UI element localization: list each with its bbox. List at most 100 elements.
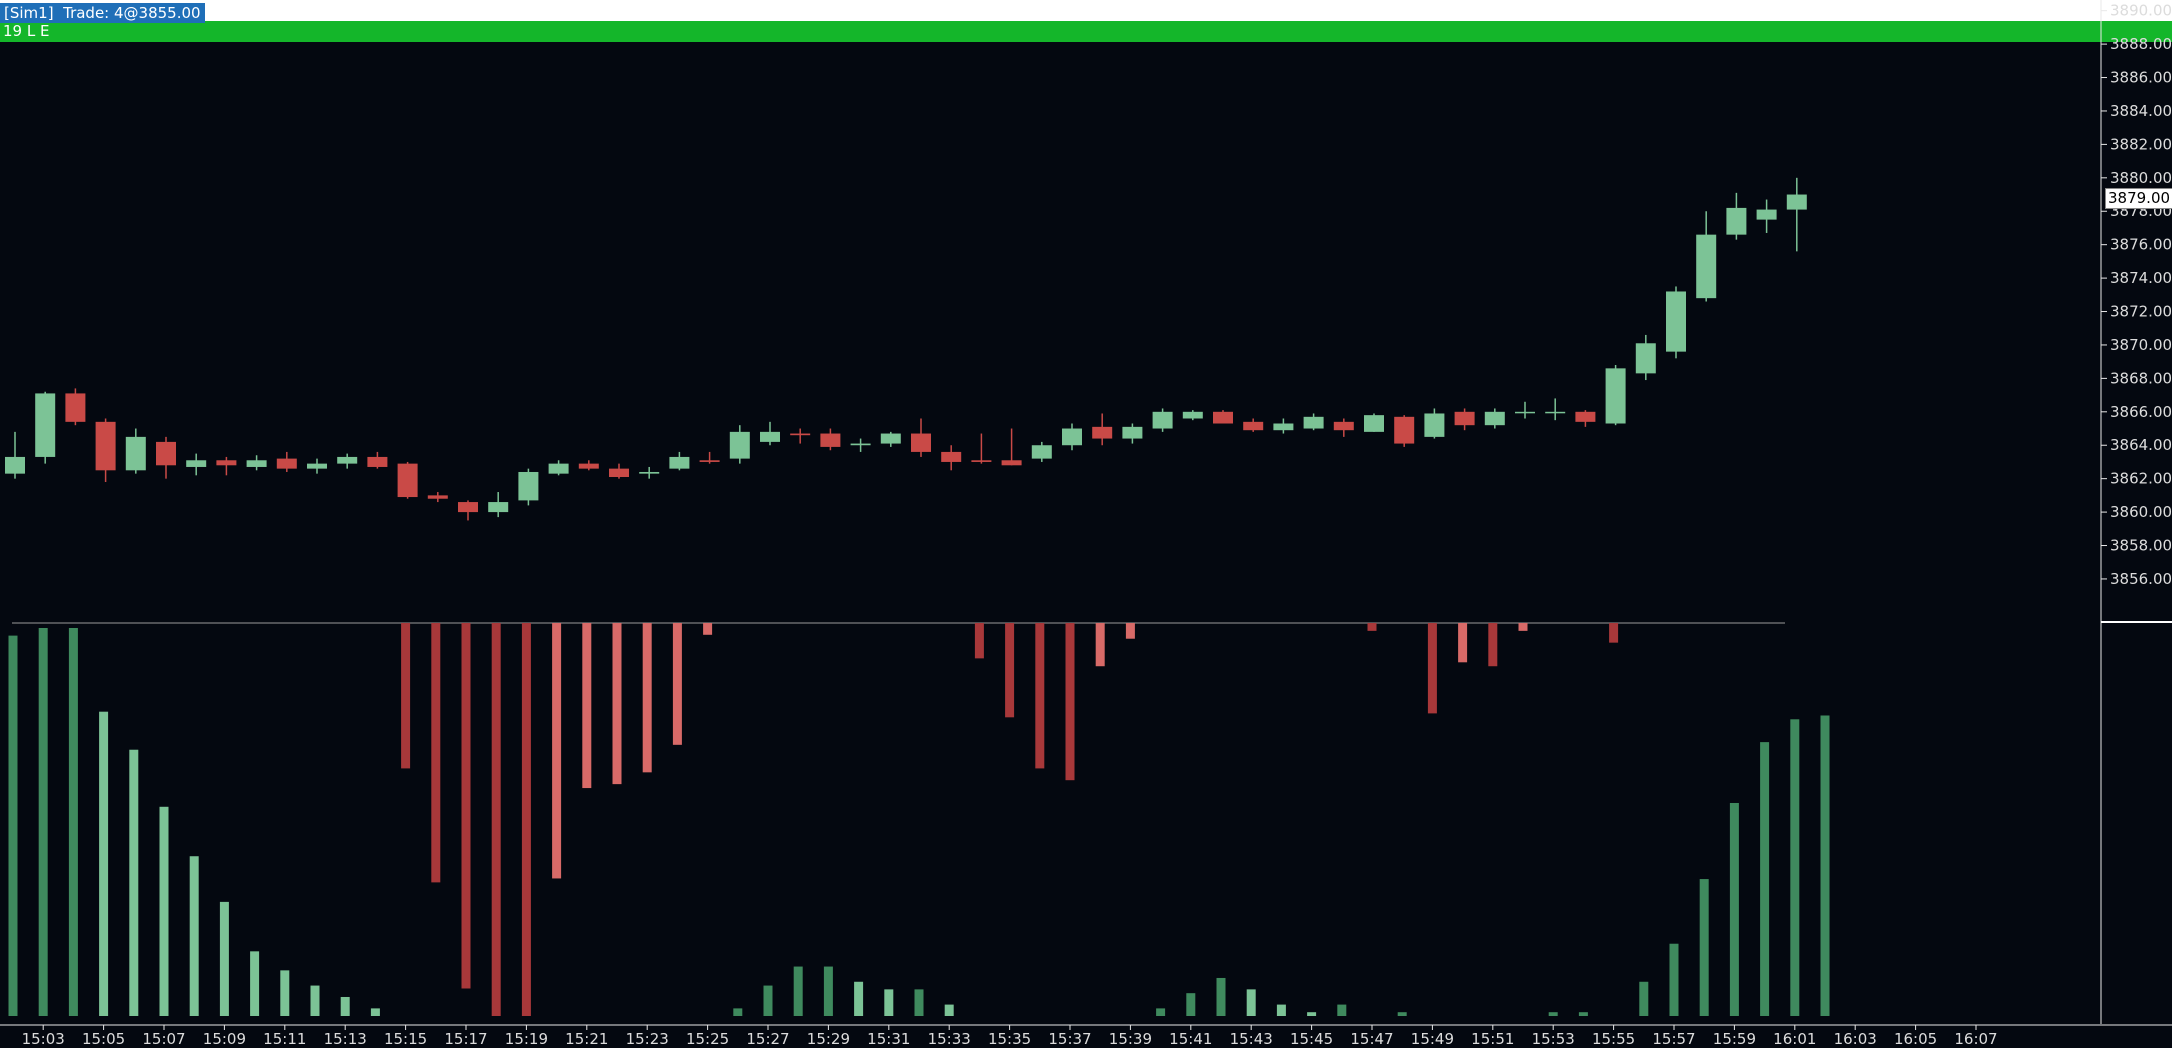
candle (1515, 401, 1535, 419)
histogram-bar (1216, 977, 1226, 1016)
candle (1545, 398, 1566, 421)
candle-body (1062, 428, 1082, 446)
histogram-bar (310, 985, 320, 1016)
candle (1484, 408, 1505, 429)
histogram-bar (189, 856, 199, 1016)
candle-body (95, 421, 116, 471)
time-tick-label: 15:55 (1592, 1030, 1635, 1048)
candle-body (1484, 411, 1505, 426)
price-tick-label: 3868.00 (2110, 369, 2172, 387)
price-tick-label: 3880.00 (2110, 169, 2172, 187)
price-tick-label: 3886.00 (2110, 69, 2172, 87)
candle (488, 492, 509, 518)
connection-status-badge: 19 L E (0, 21, 2172, 42)
histogram-bar (431, 623, 441, 883)
candle (1122, 423, 1143, 444)
candle-body (911, 433, 931, 452)
time-tick-label: 15:27 (746, 1030, 789, 1048)
histogram-bar (672, 623, 682, 745)
candle-body (5, 456, 25, 474)
histogram-bar (99, 711, 109, 1016)
histogram-bar (733, 1008, 743, 1016)
candle-body (1303, 416, 1324, 429)
histogram-bar (582, 623, 592, 789)
candle (1031, 441, 1052, 462)
time-tick-label: 15:11 (263, 1030, 306, 1048)
time-axis[interactable]: 15:03 15:05 15:07 15:09 15:11 15:13 15:15 15:17… (22, 1025, 1998, 1048)
price-tick-label: 3890.00 (2110, 2, 2172, 20)
candle (790, 428, 811, 444)
histogram-bar (1760, 742, 1770, 1016)
candle-body (790, 433, 811, 436)
candle (246, 455, 267, 471)
candle-body (156, 441, 176, 466)
histogram-bar (491, 623, 501, 1016)
price-tick-label: 3862.00 (2110, 470, 2172, 488)
candle-body (760, 431, 780, 442)
candle-body (1333, 421, 1354, 431)
candle (95, 418, 116, 483)
candle-body (427, 495, 448, 499)
candle (669, 451, 690, 471)
time-tick-label: 15:47 (1350, 1030, 1393, 1048)
time-tick-label: 15:41 (1169, 1030, 1212, 1048)
histogram-bar (1669, 943, 1679, 1016)
candle-body (1213, 411, 1233, 424)
candle (1454, 408, 1475, 431)
histogram-bar (884, 989, 894, 1016)
candle (1605, 365, 1626, 426)
histogram-bar (1609, 623, 1619, 643)
histogram-bar (250, 951, 260, 1016)
time-tick-label: 15:17 (444, 1030, 487, 1048)
price-tick-label: 3870.00 (2110, 336, 2172, 354)
candle-body (971, 460, 992, 462)
candle-body (1575, 411, 1596, 422)
histogram-bar (1729, 802, 1739, 1016)
candle-body (1786, 194, 1807, 210)
candle (307, 458, 327, 474)
histogram-bar (1035, 623, 1045, 769)
candle (548, 460, 569, 476)
candle-body (548, 463, 569, 474)
histogram-bar (370, 1008, 380, 1016)
candle-body (880, 433, 901, 444)
price-tick-label: 3876.00 (2110, 236, 2172, 254)
candle (1062, 423, 1082, 451)
histogram-bar (854, 981, 864, 1016)
histogram-bar (68, 628, 78, 1016)
candle (156, 436, 176, 479)
histogram-bar (1246, 989, 1256, 1016)
histogram-bar (703, 623, 713, 635)
histogram-bar (159, 806, 169, 1016)
candle (1001, 428, 1022, 466)
candle-body (820, 433, 841, 447)
histogram-bar (763, 985, 773, 1016)
candle-body (1122, 426, 1143, 439)
candle-body (458, 502, 478, 513)
histogram-bar (1397, 1012, 1407, 1016)
price-tick-label: 3872.00 (2110, 303, 2172, 321)
histogram-bar (1518, 623, 1528, 631)
candle (820, 428, 841, 451)
candle-body (488, 502, 509, 513)
price-tick-label: 3882.00 (2110, 135, 2172, 153)
histogram-bar (1639, 981, 1649, 1016)
candle (578, 460, 599, 471)
candle-body (1031, 445, 1052, 459)
candle-body (397, 463, 418, 498)
time-tick-label: 15:51 (1471, 1030, 1514, 1048)
trade-info-tag: [Sim1] Trade: 4@3855.00 (0, 3, 205, 23)
candle (1635, 334, 1656, 381)
candle-body (1454, 411, 1475, 426)
price-tick-label: 3856.00 (2110, 570, 2172, 588)
time-tick-label: 15:03 (22, 1030, 65, 1048)
candle-body (246, 460, 267, 467)
candle (186, 453, 207, 476)
candle (699, 451, 720, 464)
histogram-bar (401, 623, 411, 769)
candle (1243, 418, 1264, 432)
price-axis[interactable]: 3856.00 3858.00 3860.00 3862.00 3864.00 3866.… (2101, 2, 2172, 588)
histogram-bar (1367, 623, 1377, 631)
histogram-bar (521, 623, 531, 1016)
